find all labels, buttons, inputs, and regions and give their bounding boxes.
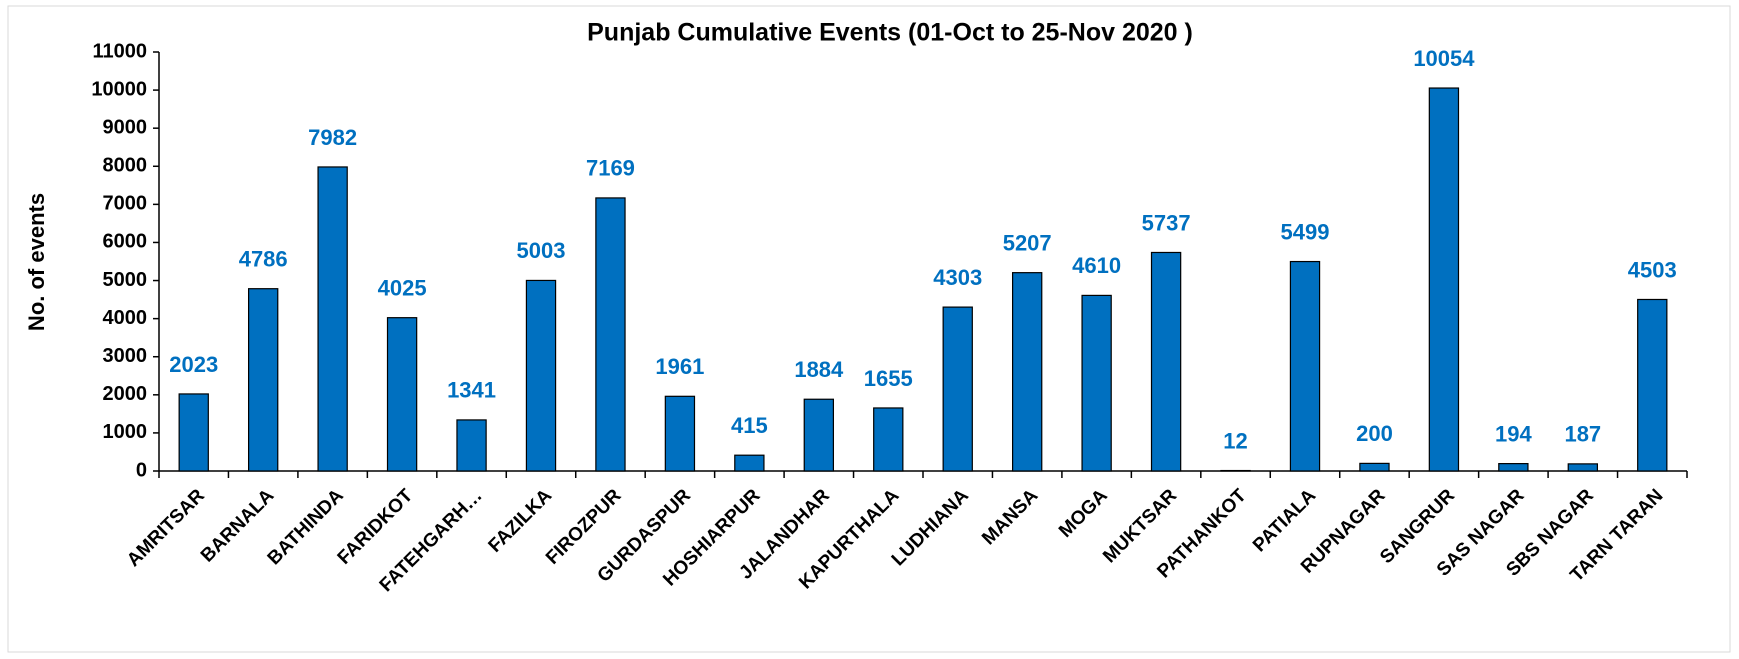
data-label: 194 bbox=[1495, 421, 1532, 446]
y-tick-label: 11000 bbox=[92, 40, 147, 62]
bar bbox=[873, 407, 904, 472]
data-label: 2023 bbox=[169, 352, 218, 377]
data-label: 1655 bbox=[864, 366, 913, 391]
y-tick-label: 10000 bbox=[91, 78, 147, 100]
data-label: 5499 bbox=[1281, 219, 1330, 244]
bar bbox=[664, 395, 696, 472]
data-label: 4025 bbox=[378, 275, 427, 300]
data-label: 4303 bbox=[933, 265, 982, 290]
data-label: 1884 bbox=[794, 357, 844, 382]
data-label: 1961 bbox=[655, 354, 704, 379]
data-label: 10054 bbox=[1413, 46, 1475, 71]
bar bbox=[1081, 294, 1112, 472]
y-tick-label: 9000 bbox=[103, 116, 148, 138]
bar bbox=[178, 393, 209, 472]
bar bbox=[1428, 87, 1460, 472]
bar bbox=[525, 279, 557, 472]
y-tick-label: 0 bbox=[136, 459, 147, 481]
bar bbox=[1498, 463, 1529, 472]
y-tick-label: 5000 bbox=[103, 269, 148, 291]
y-tick-label: 7000 bbox=[103, 193, 148, 215]
data-label: 7982 bbox=[308, 125, 357, 150]
data-label: 4610 bbox=[1072, 253, 1121, 278]
y-tick-label: 2000 bbox=[103, 383, 148, 405]
data-label: 1341 bbox=[447, 378, 496, 403]
data-label: 4786 bbox=[239, 247, 288, 272]
data-label: 200 bbox=[1356, 421, 1393, 446]
bar bbox=[1567, 463, 1599, 472]
y-tick-label: 1000 bbox=[103, 421, 148, 443]
bar bbox=[1359, 462, 1390, 472]
data-label: 415 bbox=[731, 413, 768, 438]
bar bbox=[1637, 298, 1668, 472]
y-axis-label: No. of events bbox=[24, 193, 49, 331]
data-label: 187 bbox=[1564, 422, 1601, 447]
bar bbox=[1289, 260, 1321, 472]
bar bbox=[595, 197, 626, 472]
data-label: 5207 bbox=[1003, 230, 1052, 255]
bar bbox=[317, 166, 348, 472]
bar bbox=[247, 288, 279, 472]
bar bbox=[386, 317, 418, 472]
data-label: 5737 bbox=[1142, 210, 1191, 235]
bar bbox=[942, 306, 973, 472]
chart-title: Punjab Cumulative Events (01-Oct to 25-N… bbox=[587, 19, 1193, 47]
bar bbox=[803, 398, 835, 472]
y-tick-label: 4000 bbox=[103, 307, 148, 329]
bar bbox=[456, 419, 487, 472]
bar bbox=[1150, 251, 1182, 472]
y-tick-label: 3000 bbox=[103, 345, 148, 367]
y-tick-label: 6000 bbox=[103, 231, 148, 253]
bar bbox=[1011, 272, 1043, 472]
data-label: 7169 bbox=[586, 156, 635, 181]
data-label: 5003 bbox=[517, 238, 566, 263]
data-label: 12 bbox=[1223, 428, 1247, 453]
data-label: 4503 bbox=[1628, 257, 1677, 282]
y-tick-label: 8000 bbox=[103, 155, 148, 177]
bar bbox=[734, 454, 765, 472]
